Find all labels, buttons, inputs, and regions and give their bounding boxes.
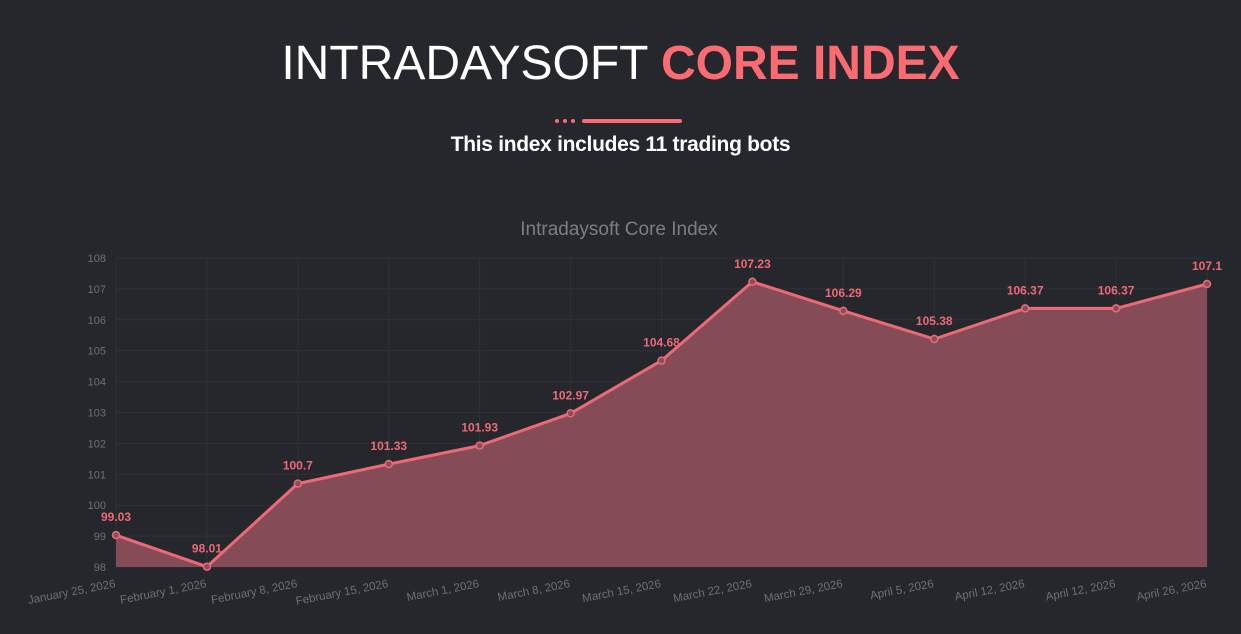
- y-tick-label: 102: [88, 438, 106, 450]
- data-label: 100.7: [283, 459, 313, 473]
- data-label: 98.01: [192, 542, 222, 556]
- data-label: 101.93: [461, 421, 498, 435]
- data-label: 105.38: [916, 314, 953, 328]
- y-tick-label: 106: [88, 315, 106, 327]
- series-area: [116, 281, 1207, 567]
- y-axis: 98 99 100 101 102 103 104 105 106 107 108: [88, 253, 106, 574]
- x-tick-label: February 8, 2026: [210, 578, 298, 606]
- x-tick-label: March 1, 2026: [406, 578, 480, 604]
- data-label: 106.29: [825, 286, 862, 300]
- x-tick-label: March 22, 2026: [672, 578, 753, 605]
- x-tick-label: April 12, 2026: [1045, 578, 1117, 603]
- page-title: INTRADAYSOFT CORE INDEX: [0, 36, 1241, 92]
- data-label: 102.97: [552, 388, 589, 402]
- data-label: 106.37: [1007, 283, 1044, 297]
- data-label: 104.68: [643, 336, 680, 350]
- data-point[interactable]: [748, 277, 757, 287]
- data-point[interactable]: [566, 409, 575, 418]
- x-tick-label: March 15, 2026: [581, 578, 662, 605]
- title-main: INTRADAYSOFT: [281, 37, 648, 90]
- x-tick-label: February 1, 2026: [119, 578, 207, 606]
- data-point[interactable]: [111, 530, 121, 540]
- y-tick-label: 108: [88, 253, 106, 265]
- data-labels: 99.03 98.01 100.7 101.33 101.93 102.97 104.68 1…: [101, 257, 1222, 556]
- x-axis: January 25, 2026 February 1, 2026 February…: [27, 578, 1208, 608]
- index-chart: Intradaysoft Core Index 98 99 100 101 102 103…: [27, 219, 1222, 608]
- divider-dot: [563, 119, 567, 123]
- data-point[interactable]: [293, 479, 303, 488]
- data-label: 107.23: [734, 257, 771, 271]
- data-label: 101.33: [370, 439, 407, 453]
- data-point[interactable]: [1111, 304, 1121, 313]
- data-label: 99.03: [101, 510, 131, 524]
- y-tick-label: 103: [88, 408, 106, 420]
- data-point[interactable]: [202, 562, 212, 571]
- x-tick-label: March 8, 2026: [497, 578, 571, 604]
- y-tick-label: 98: [94, 562, 106, 574]
- data-label: 106.37: [1098, 283, 1135, 297]
- data-label: 107.1: [1192, 259, 1222, 273]
- data-point[interactable]: [930, 334, 939, 344]
- title-accent: CORE INDEX: [660, 37, 960, 90]
- y-tick-label: 107: [88, 284, 106, 296]
- y-tick-label: 99: [94, 531, 106, 543]
- points-layer: [111, 277, 1212, 571]
- data-point[interactable]: [657, 356, 666, 365]
- title-divider: [555, 119, 685, 123]
- data-point[interactable]: [384, 459, 393, 469]
- divider-dot: [555, 119, 559, 123]
- data-point[interactable]: [1020, 304, 1030, 313]
- divider-dot: [571, 119, 575, 123]
- divider-bar: [582, 119, 682, 123]
- x-tick-label: April 5, 2026: [869, 578, 935, 602]
- data-point[interactable]: [475, 441, 484, 450]
- y-tick-label: 100: [88, 500, 106, 512]
- x-tick-label: January 25, 2026: [27, 578, 117, 607]
- page-subtitle: This index includes 11 trading bots: [450, 133, 791, 156]
- y-tick-label: 105: [88, 346, 106, 358]
- x-tick-label: April 12, 2026: [954, 578, 1026, 603]
- x-tick-label: April 26, 2026: [1136, 578, 1208, 603]
- x-tick-label: February 15, 2026: [295, 578, 390, 608]
- data-point[interactable]: [839, 306, 848, 316]
- data-point[interactable]: [1202, 279, 1212, 289]
- chart-title: Intradaysoft Core Index: [520, 219, 718, 240]
- y-tick-label: 101: [88, 469, 106, 481]
- y-tick-label: 104: [88, 377, 106, 389]
- x-tick-label: March 29, 2026: [763, 578, 844, 605]
